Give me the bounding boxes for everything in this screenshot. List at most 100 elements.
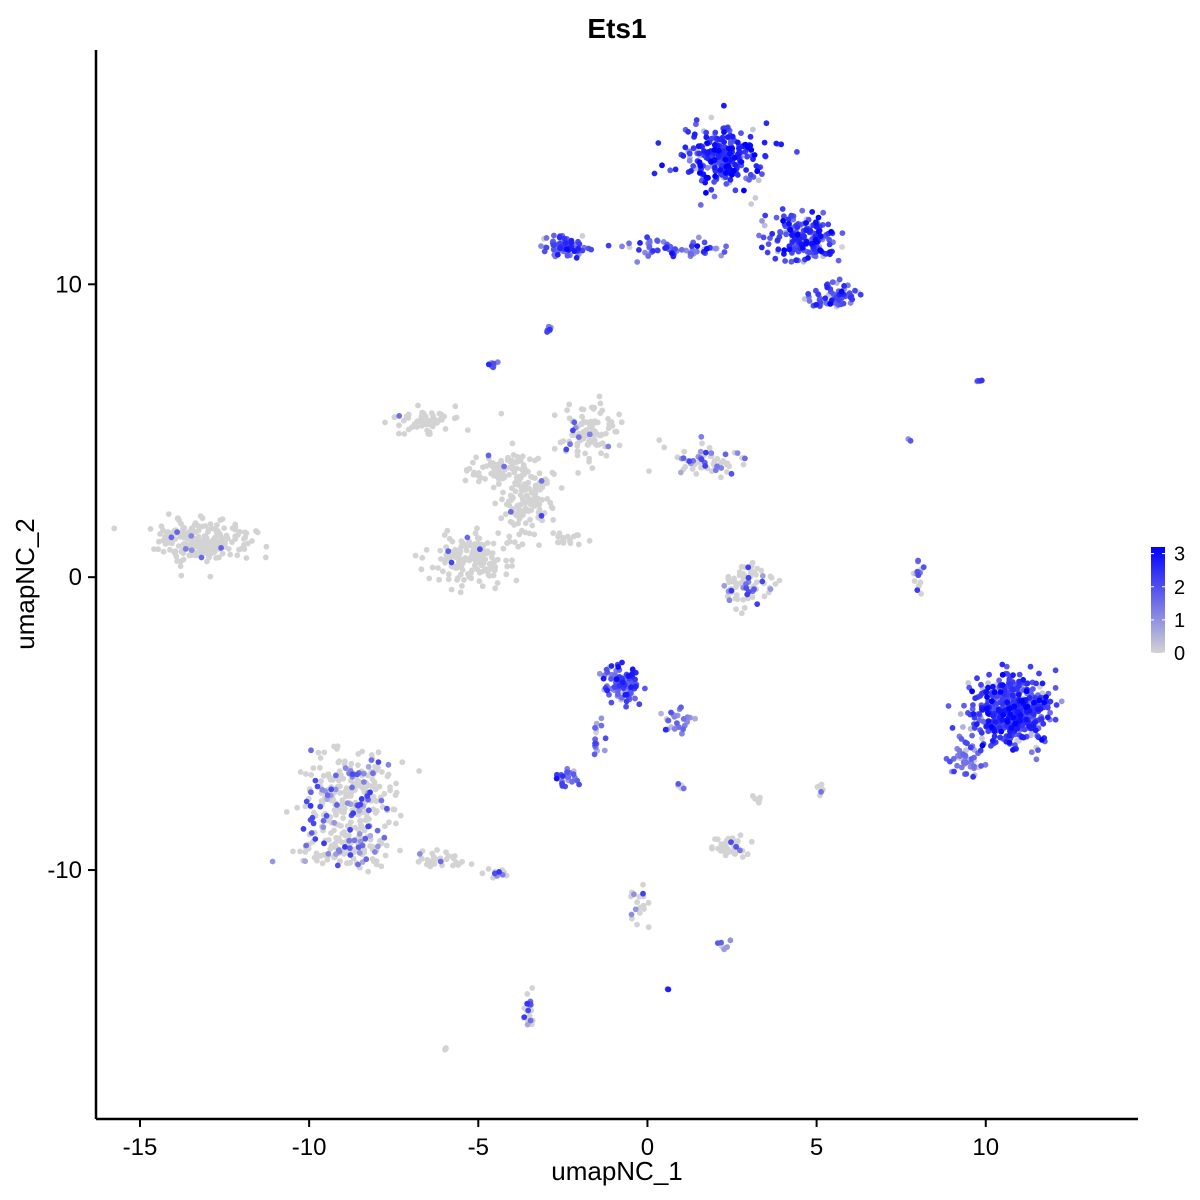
cell-point bbox=[596, 393, 603, 400]
cell-point bbox=[449, 853, 456, 860]
cell-point bbox=[1043, 694, 1049, 700]
cell-point bbox=[356, 831, 363, 837]
cell-point bbox=[755, 177, 762, 184]
cell-point bbox=[612, 428, 619, 435]
cell-point bbox=[703, 129, 710, 136]
cell-point bbox=[1033, 680, 1039, 687]
cell-point bbox=[263, 543, 270, 550]
cell-point bbox=[839, 244, 845, 250]
cell-point bbox=[559, 773, 566, 779]
cell-point bbox=[583, 427, 590, 434]
cell-point bbox=[1009, 692, 1016, 699]
cell-point bbox=[504, 540, 510, 546]
x-tick-label: -5 bbox=[468, 1134, 489, 1161]
cell-point bbox=[501, 474, 508, 481]
cell-point bbox=[494, 580, 501, 586]
cell-point bbox=[311, 809, 317, 816]
cell-point bbox=[969, 732, 975, 739]
cell-point bbox=[566, 415, 573, 422]
cell-point bbox=[474, 472, 481, 479]
cell-point bbox=[531, 531, 538, 538]
cell-point bbox=[445, 576, 452, 583]
cell-point bbox=[344, 800, 351, 806]
cell-point bbox=[168, 534, 175, 541]
cell-point bbox=[507, 508, 514, 515]
cell-point bbox=[665, 717, 672, 724]
cell-point bbox=[778, 141, 785, 148]
cell-point bbox=[458, 543, 465, 550]
cell-point bbox=[578, 406, 585, 412]
cell-point bbox=[364, 814, 370, 821]
cell-point bbox=[550, 242, 557, 249]
cell-point bbox=[718, 459, 725, 466]
cell-point bbox=[569, 432, 575, 439]
cell-point bbox=[403, 413, 410, 420]
cell-point bbox=[756, 232, 762, 239]
cell-point bbox=[347, 859, 353, 866]
cell-point bbox=[543, 244, 550, 251]
cell-point bbox=[437, 547, 444, 554]
cell-point bbox=[416, 768, 422, 774]
cell-point bbox=[354, 771, 360, 778]
cell-point bbox=[685, 128, 691, 135]
cell-point bbox=[337, 790, 343, 796]
cell-point bbox=[628, 684, 634, 691]
cell-point bbox=[224, 535, 231, 542]
cell-point bbox=[671, 713, 678, 720]
cell-point bbox=[599, 407, 606, 414]
cell-point bbox=[1006, 705, 1013, 712]
cell-point bbox=[310, 820, 317, 827]
cell-point bbox=[215, 528, 221, 535]
cell-point bbox=[283, 809, 290, 815]
cell-point bbox=[991, 728, 998, 735]
cell-point bbox=[566, 401, 573, 408]
cell-point bbox=[348, 760, 355, 767]
cell-point bbox=[1017, 712, 1024, 719]
cell-point bbox=[632, 906, 639, 913]
cell-point bbox=[751, 152, 758, 158]
cell-point bbox=[703, 134, 710, 141]
cell-point bbox=[970, 702, 976, 708]
cell-point bbox=[444, 555, 451, 562]
cell-point bbox=[619, 659, 625, 666]
cell-point bbox=[1021, 726, 1028, 733]
cell-point bbox=[763, 120, 770, 127]
cell-point bbox=[754, 168, 761, 175]
cell-point bbox=[1014, 737, 1020, 744]
cell-point bbox=[539, 497, 545, 503]
cell-point bbox=[752, 795, 758, 802]
cell-point bbox=[188, 547, 195, 554]
cell-point bbox=[418, 566, 425, 573]
cell-point bbox=[1010, 714, 1017, 721]
cell-point bbox=[505, 454, 511, 461]
cell-point bbox=[758, 567, 765, 574]
cell-point bbox=[522, 499, 528, 505]
cell-point bbox=[558, 485, 565, 491]
cell-point bbox=[820, 209, 827, 216]
cell-point bbox=[477, 546, 483, 553]
cell-point bbox=[748, 201, 755, 207]
cell-point bbox=[511, 469, 518, 476]
cell-point bbox=[579, 413, 585, 420]
cell-point bbox=[204, 558, 210, 565]
cell-point bbox=[428, 422, 435, 428]
cell-point bbox=[704, 140, 710, 147]
cell-point bbox=[445, 571, 452, 578]
cell-point bbox=[995, 706, 1002, 713]
cell-point bbox=[1004, 671, 1011, 677]
cell-point bbox=[570, 427, 576, 434]
cell-point bbox=[160, 537, 167, 544]
cell-point bbox=[675, 781, 682, 787]
cell-point bbox=[355, 861, 361, 868]
cell-point bbox=[809, 240, 815, 247]
cell-point bbox=[605, 242, 612, 249]
cell-point bbox=[490, 540, 497, 547]
cell-point bbox=[915, 557, 921, 564]
cell-point bbox=[618, 419, 625, 426]
cell-point bbox=[742, 141, 749, 148]
cell-point bbox=[698, 456, 705, 463]
cell-point bbox=[999, 682, 1006, 688]
cell-point bbox=[550, 517, 557, 523]
cell-point bbox=[227, 551, 234, 558]
cell-point bbox=[560, 540, 567, 546]
